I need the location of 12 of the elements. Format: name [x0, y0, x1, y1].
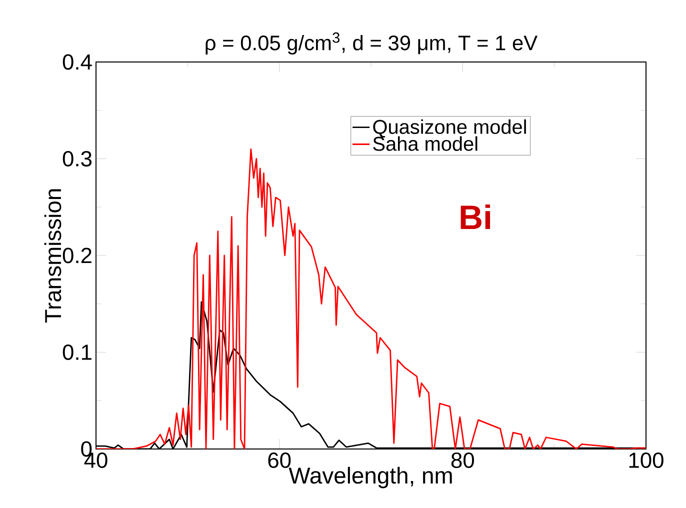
x-tick-label: 80: [451, 452, 474, 468]
annotation: Bi: [460, 204, 490, 230]
y-axis-title: Transmission: [44, 189, 62, 323]
x-tick-label: 100: [629, 452, 664, 468]
y-tick-label: 0.3: [62, 150, 92, 166]
x-axis-title: Wavelength, nm: [288, 466, 452, 488]
legend-label: Saha model: [373, 136, 478, 151]
y-tick-label: 0.1: [62, 344, 92, 360]
y-tick-label: 0.4: [62, 54, 92, 70]
chart-title: ρ = 0.05 g/cm$^{3}$, d = 39 μm, T = 1 eV: [206, 32, 538, 54]
y-tick-label: 0.2: [62, 248, 92, 264]
x-tick-label: 60: [268, 452, 291, 468]
